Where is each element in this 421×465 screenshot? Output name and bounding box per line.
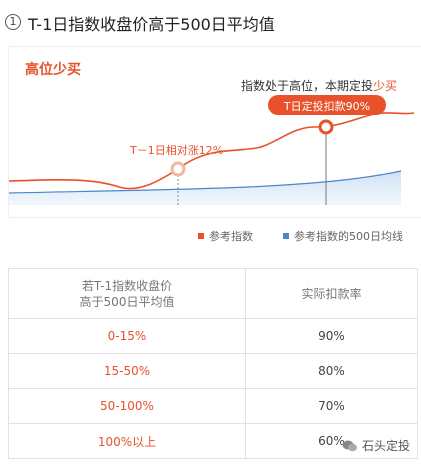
row-rate: 70% [245,388,418,424]
row-range: 100%以上 [8,423,246,459]
legend-avg500-swatch [283,233,289,239]
avg500-area [9,171,401,205]
legend-index-swatch [198,233,204,239]
row-range: 15-50% [8,353,246,389]
row-range: 50-100% [8,388,246,424]
annotation-text: 指数处于高位，本期定投少买 [241,79,398,93]
table-header-rate: 实际扣款率 [245,268,418,319]
badge-bg [268,95,386,115]
wechat-icon [342,440,358,452]
table-header-condition: 若T-1指数收盘价 高于500日平均值 [8,268,246,319]
legend-index: 参考指数 [198,229,253,243]
table-row: 15-50% 80% [8,353,418,389]
chart-card: 高位少买 指数处于高位，本期定投少买 T日定投扣款90% T－1日相对涨12% [8,46,421,218]
avg500-line [9,170,402,194]
table-row: 100%以上 60% [8,423,418,459]
badge-label: T日定投扣款90% [283,100,371,113]
point-label: T－1日相对涨12% [130,144,224,157]
row-rate: 60% [245,423,418,459]
table-row: 0-15% 90% [8,318,418,354]
table-header-row: 若T-1指数收盘价 高于500日平均值 实际扣款率 [8,268,418,319]
section-header: 1 T-1日指数收盘价高于500日平均值 [0,0,421,44]
rate-table: 若T-1指数收盘价 高于500日平均值 实际扣款率 0-15% 90% 15-5… [8,268,418,459]
watermark: 石头定投 [342,437,410,454]
current-marker [318,119,334,135]
row-rate: 90% [245,318,418,354]
legend-avg500: 参考指数的500日均线 [283,229,403,243]
point-marker [170,161,186,177]
illustration-chart [9,95,415,205]
section-number: 1 [5,14,21,30]
section-title: T-1日指数收盘价高于500日平均值 [28,15,275,34]
row-rate: 80% [245,353,418,389]
table-row: 50-100% 70% [8,388,418,424]
chart-title: 高位少买 [25,62,81,78]
row-range: 0-15% [8,318,246,354]
